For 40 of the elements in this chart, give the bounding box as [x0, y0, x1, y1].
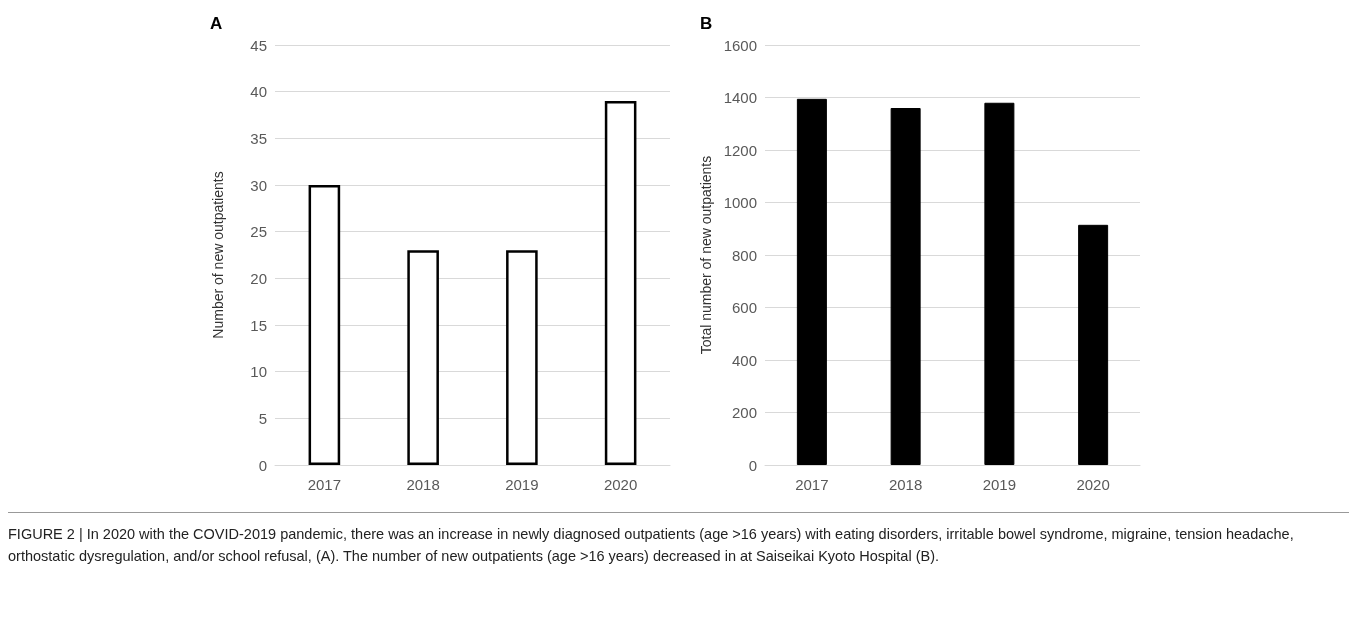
y-tick-label: 0 [258, 456, 267, 474]
chart-title: B [700, 14, 713, 33]
y-tick-label: 800 [731, 246, 757, 264]
y-tick-label: 1600 [723, 36, 757, 54]
x-tick-label: 2017 [795, 476, 829, 493]
y-tick-label: 40 [250, 83, 267, 101]
y-tick-label: 600 [731, 299, 757, 316]
y-tick-label: 0 [748, 456, 757, 474]
y-tick-label: 15 [250, 316, 267, 334]
bar [890, 108, 921, 465]
x-tick-label: 2019 [505, 476, 539, 493]
y-tick-label: 25 [250, 223, 267, 241]
y-tick-label: 20 [250, 269, 267, 287]
y-axis-title: Total number of new outpatients [697, 155, 714, 355]
y-tick-label: 400 [731, 351, 757, 369]
bar [407, 250, 439, 465]
y-tick-label: 1200 [723, 141, 757, 159]
bar [1078, 224, 1109, 465]
x-tick-label: 2018 [888, 476, 923, 493]
y-tick-label: 200 [731, 404, 757, 421]
y-tick-label: 1000 [723, 194, 757, 211]
y-tick-label: 45 [250, 36, 267, 54]
y-tick-label: 5 [258, 409, 267, 427]
caption: FIGURE 2 | In 2020 with the COVID-2019 pandemic, there was an increase in newly diagnosed outpatients (age >16 years) with eating disorders, irritable bowel syndrome, migraine, tension headache, orthostatic dysregulation, and/or school refusal, (A). The number of new outpatients (age >16 years) decreased in at Saiseikai Kyoto Hospital (B). [8, 525, 1295, 566]
bar [506, 250, 538, 465]
bar [604, 101, 637, 465]
x-tick-label: 2018 [406, 476, 440, 493]
y-tick-label: 30 [250, 176, 267, 194]
x-tick-label: 2019 [982, 476, 1017, 493]
y-tick-label: 1400 [723, 89, 757, 106]
x-tick-label: 2017 [307, 476, 342, 493]
bar [984, 102, 1015, 465]
y-tick-label: 35 [250, 129, 267, 147]
bar [796, 98, 827, 465]
chart-title: A [210, 14, 223, 33]
x-tick-label: 2020 [603, 476, 638, 493]
bar [308, 185, 341, 465]
y-axis-title: Number of new outpatients [210, 171, 226, 339]
y-tick-label: 10 [250, 363, 267, 381]
x-tick-label: 2020 [1076, 476, 1110, 493]
